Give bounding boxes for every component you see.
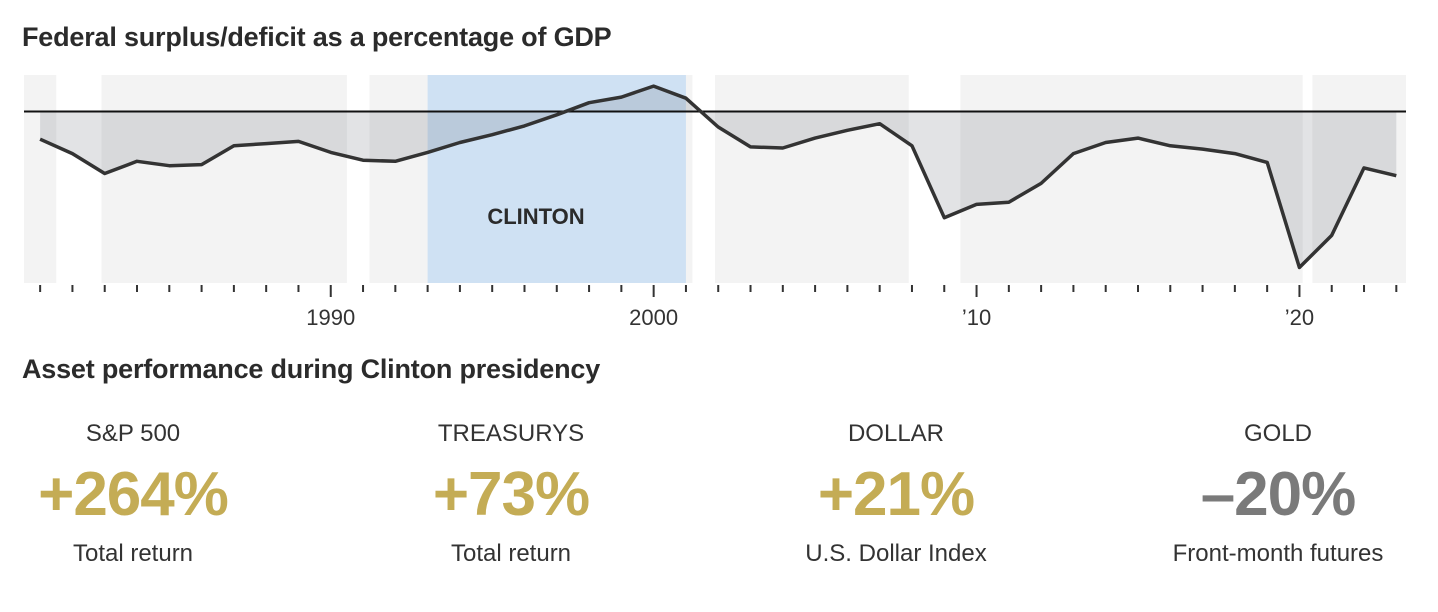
recession-band <box>56 75 102 283</box>
assets-title: Asset performance during Clinton preside… <box>22 354 601 384</box>
asset-label: GOLD <box>1243 420 1312 447</box>
recession-band <box>346 75 370 283</box>
asset-gold: GOLD –20% Front-month futures <box>1098 420 1438 568</box>
deficit-series-line <box>39 84 1397 270</box>
x-tick-label: ’20 <box>1285 305 1314 330</box>
asset-treasurys: TREASURYS +73% Total return <box>331 420 691 568</box>
asset-value: +264% <box>38 460 229 529</box>
clinton-highlight-label: CLINTON <box>487 204 584 229</box>
x-tick-label: ’10 <box>962 305 991 330</box>
asset-label: S&P 500 <box>85 420 181 447</box>
chart-title: Federal surplus/deficit as a percentage … <box>22 22 612 52</box>
asset-label: TREASURYS <box>437 420 585 447</box>
asset-note: U.S. Dollar Index <box>805 540 987 567</box>
recession-band <box>1302 75 1313 283</box>
asset-sp500: S&P 500 +264% Total return <box>0 420 313 568</box>
asset-label: DOLLAR <box>847 420 945 447</box>
asset-value: +73% <box>432 460 590 529</box>
recession-band <box>908 75 961 283</box>
asset-note: Total return <box>72 540 194 567</box>
asset-note: Front-month futures <box>1172 540 1384 567</box>
clinton-highlight-band <box>427 75 686 283</box>
asset-note: Total return <box>450 540 572 567</box>
asset-value: –20% <box>1200 460 1357 529</box>
x-tick-label: 1990 <box>306 305 355 330</box>
asset-value: +21% <box>817 460 975 529</box>
x-tick-label: 2000 <box>629 305 678 330</box>
recession-band <box>692 75 715 283</box>
deficit-area <box>40 86 1397 268</box>
deficit-chart: 1990 2000 ’10 ’20 CLINTON <box>24 75 1406 330</box>
asset-dollar: DOLLAR +21% U.S. Dollar Index <box>716 420 1076 568</box>
